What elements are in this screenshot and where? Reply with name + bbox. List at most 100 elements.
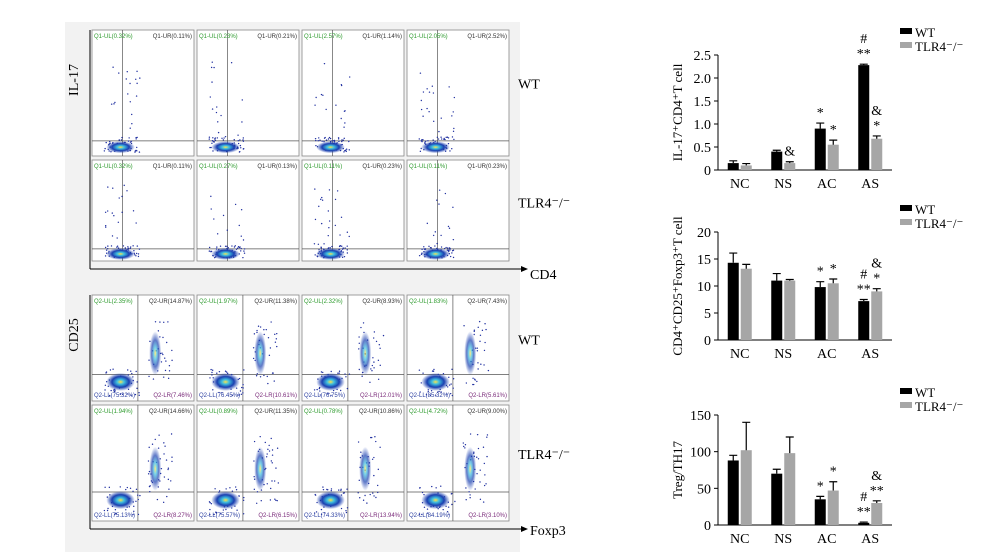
event-dot — [432, 234, 435, 237]
quadrant-label: Q2-LL(76.75%) — [304, 393, 345, 399]
significance-mark: & — [784, 145, 795, 160]
event-dot — [426, 222, 429, 225]
event-dot — [473, 383, 475, 386]
event-dot — [463, 445, 465, 448]
event-dot — [112, 368, 114, 370]
event-dot — [379, 446, 381, 448]
event-dot — [348, 149, 350, 151]
event-dot — [130, 370, 132, 372]
event-dot — [323, 137, 326, 139]
event-dot — [252, 357, 255, 360]
event-dot — [360, 326, 362, 329]
y-tick-label: 20 — [697, 226, 711, 241]
event-dot — [108, 394, 111, 397]
event-dot — [327, 234, 329, 237]
bar — [727, 460, 739, 525]
quadrant-label: Q2-LL(74.33%) — [304, 513, 345, 519]
event-dot — [420, 108, 423, 111]
event-dot — [320, 93, 323, 96]
flow-panel — [91, 29, 195, 157]
event-dot — [134, 150, 137, 152]
event-dot — [108, 486, 111, 489]
x-tick-label: AS — [861, 347, 879, 362]
event-dot — [477, 362, 479, 364]
event-dot — [233, 139, 235, 141]
event-dot — [129, 246, 132, 248]
quadrant-label: Q1-UL(0.11%) — [409, 164, 447, 170]
event-dot — [268, 450, 271, 452]
event-dot — [321, 199, 324, 201]
event-dot — [240, 393, 243, 395]
event-dot — [452, 378, 455, 380]
event-dot — [328, 189, 331, 191]
event-dot — [338, 370, 341, 372]
event-dot — [373, 495, 375, 497]
event-dot — [221, 391, 223, 394]
event-dot — [322, 488, 325, 491]
event-dot — [343, 492, 345, 494]
event-dot — [111, 212, 114, 214]
x-tick-label: NC — [730, 532, 749, 547]
event-dot — [319, 390, 321, 392]
density-blob — [254, 331, 267, 376]
event-dot — [316, 388, 318, 391]
event-dot — [218, 370, 221, 373]
event-dot — [139, 77, 141, 79]
event-dot — [452, 206, 454, 209]
density-blob — [316, 141, 345, 154]
event-dot — [444, 192, 447, 195]
error-bar — [816, 122, 825, 129]
x-tick-label: AS — [861, 177, 879, 192]
event-dot — [482, 501, 485, 503]
error-bar — [729, 252, 738, 263]
event-dot — [271, 462, 273, 464]
error-bar — [872, 500, 881, 503]
event-dot — [314, 218, 317, 221]
event-dot — [440, 117, 442, 119]
event-dot — [105, 141, 107, 144]
bar — [771, 280, 783, 340]
event-dot — [129, 101, 131, 103]
event-dot — [323, 243, 325, 245]
error-bar — [742, 421, 751, 451]
event-dot — [485, 483, 487, 485]
event-dot — [462, 442, 465, 444]
event-dot — [429, 394, 432, 397]
significance-mark: * — [830, 465, 837, 480]
event-dot — [434, 231, 437, 233]
quadrant-label: Q2-UL(4.72%) — [409, 409, 448, 415]
event-dot — [423, 246, 425, 248]
event-dot — [424, 248, 427, 250]
bar — [858, 65, 870, 170]
event-dot — [479, 334, 482, 337]
event-dot — [259, 376, 262, 378]
event-dot — [104, 147, 106, 150]
event-dot — [465, 487, 467, 489]
event-dot — [345, 150, 347, 153]
quadrant-label: Q2-LR(3.10%) — [468, 513, 507, 519]
event-dot — [136, 387, 138, 390]
y-axis-label: Treg/TH17 — [670, 440, 685, 499]
event-dot — [473, 329, 476, 331]
event-dot — [432, 139, 434, 141]
legend-label: TLR4⁻/⁻ — [915, 399, 963, 414]
event-dot — [256, 502, 258, 505]
event-dot — [255, 375, 258, 377]
event-dot — [219, 245, 222, 247]
event-dot — [242, 392, 244, 394]
event-dot — [123, 184, 125, 187]
x-axis-label: Foxp3 — [530, 524, 566, 539]
event-dot — [138, 394, 140, 397]
event-dot — [167, 321, 169, 323]
event-dot — [474, 488, 476, 490]
event-dot — [315, 144, 317, 147]
density-blob — [149, 446, 162, 491]
event-dot — [111, 235, 114, 237]
event-dot — [103, 150, 106, 152]
significance-mark: # — [860, 490, 867, 505]
event-dot — [117, 221, 120, 223]
event-dot — [378, 344, 381, 346]
event-dot — [110, 245, 113, 247]
legend-swatch — [900, 205, 912, 211]
event-dot — [154, 321, 157, 323]
